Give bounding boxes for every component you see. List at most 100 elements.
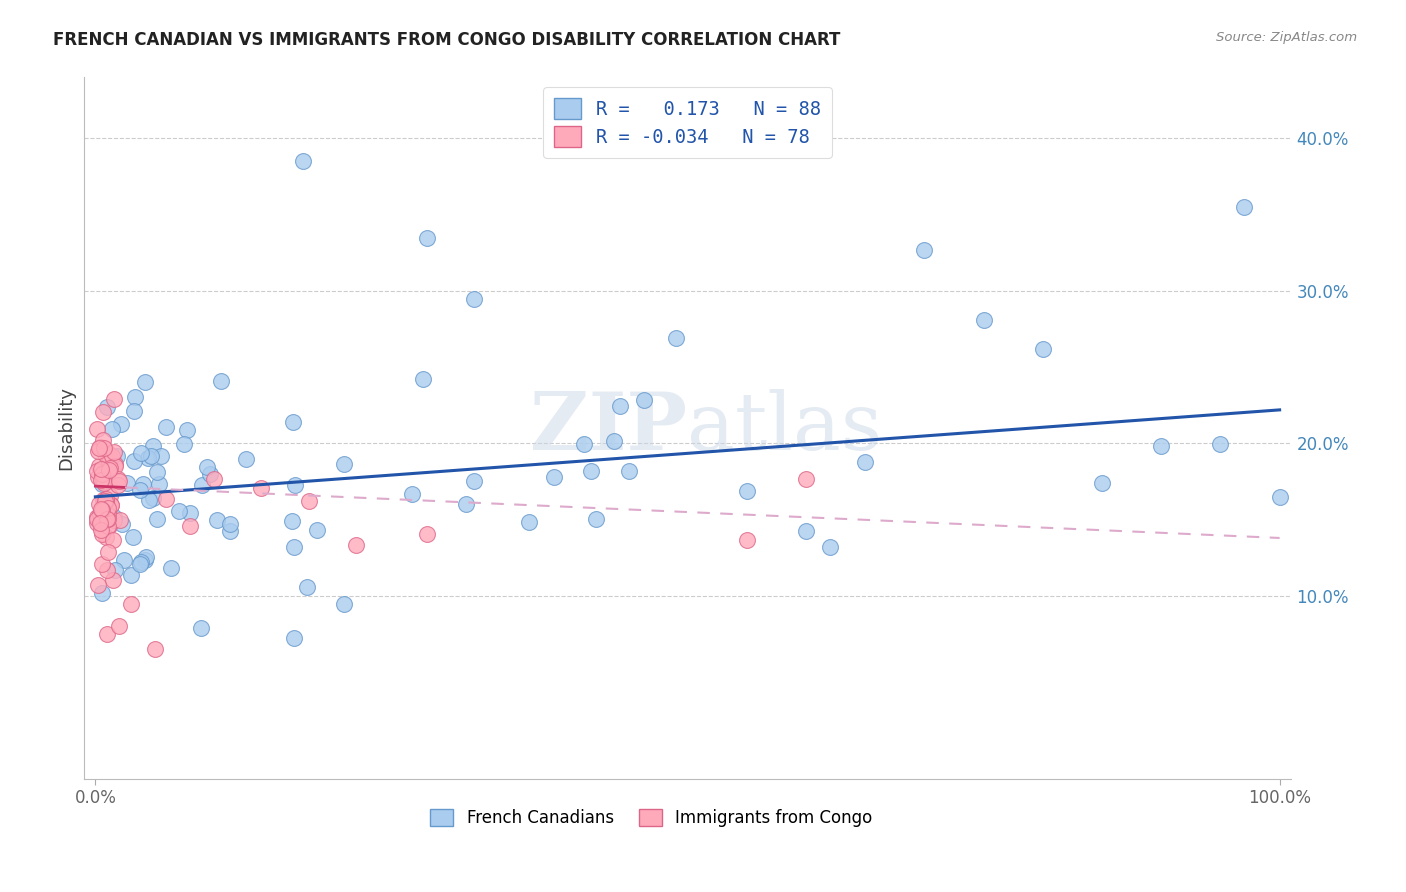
Point — [97, 462, 120, 476]
Point — [91, 502, 114, 516]
Point — [89, 459, 111, 474]
Point — [134, 553, 156, 567]
Legend: French Canadians, Immigrants from Congo: French Canadians, Immigrants from Congo — [423, 802, 879, 834]
Point — [142, 439, 165, 453]
Point — [853, 455, 876, 469]
Point — [219, 524, 242, 538]
Text: FRENCH CANADIAN VS IMMIGRANTS FROM CONGO DISABILITY CORRELATION CHART: FRENCH CANADIAN VS IMMIGRANTS FROM CONGO… — [53, 31, 841, 49]
Point — [89, 441, 111, 455]
Point — [100, 499, 122, 513]
Point — [543, 470, 565, 484]
Point — [91, 405, 114, 419]
Point — [86, 443, 108, 458]
Point — [101, 422, 124, 436]
Point — [122, 404, 145, 418]
Point — [97, 500, 120, 515]
Point — [179, 506, 201, 520]
Point — [97, 545, 120, 559]
Point — [167, 504, 190, 518]
Point — [283, 540, 305, 554]
Point — [155, 420, 177, 434]
Point — [1091, 475, 1114, 490]
Point — [103, 510, 125, 524]
Point — [86, 464, 108, 478]
Point — [96, 494, 118, 508]
Point — [87, 470, 110, 484]
Point — [103, 445, 125, 459]
Y-axis label: Disability: Disability — [58, 386, 75, 470]
Point — [105, 449, 128, 463]
Point — [205, 513, 228, 527]
Point — [735, 484, 758, 499]
Point — [585, 511, 607, 525]
Point — [96, 445, 118, 459]
Point — [794, 524, 817, 538]
Point — [333, 597, 356, 611]
Point — [91, 474, 114, 488]
Point — [973, 312, 995, 326]
Point — [155, 492, 177, 507]
Point — [91, 476, 114, 491]
Point — [209, 374, 232, 388]
Point — [609, 399, 631, 413]
Point — [1233, 200, 1256, 214]
Point — [87, 578, 110, 592]
Point — [94, 491, 117, 506]
Point — [297, 494, 319, 508]
Point — [86, 516, 108, 530]
Point — [463, 292, 485, 306]
Text: ZIP: ZIP — [530, 389, 688, 467]
Point — [574, 437, 596, 451]
Point — [122, 530, 145, 544]
Point — [90, 462, 112, 476]
Point — [1150, 439, 1173, 453]
Text: atlas: atlas — [688, 389, 883, 467]
Point — [91, 467, 114, 481]
Point — [307, 523, 329, 537]
Point — [97, 511, 120, 525]
Point — [1032, 343, 1054, 357]
Point — [128, 483, 150, 497]
Point — [107, 472, 129, 486]
Point — [103, 574, 125, 588]
Point — [344, 538, 367, 552]
Point — [98, 449, 121, 463]
Point — [97, 518, 120, 533]
Point — [93, 494, 115, 508]
Point — [1209, 437, 1232, 451]
Point — [91, 557, 114, 571]
Point — [412, 372, 434, 386]
Point — [89, 516, 111, 531]
Point — [665, 331, 688, 345]
Point — [250, 481, 273, 495]
Point — [90, 504, 112, 518]
Point — [141, 449, 163, 463]
Point — [218, 517, 240, 532]
Point — [89, 497, 111, 511]
Point — [416, 527, 439, 541]
Point — [280, 514, 302, 528]
Point — [89, 440, 111, 454]
Point — [603, 434, 626, 448]
Point — [103, 392, 125, 407]
Point — [202, 472, 225, 486]
Text: Source: ZipAtlas.com: Source: ZipAtlas.com — [1216, 31, 1357, 45]
Point — [94, 530, 117, 544]
Point — [93, 441, 115, 455]
Point — [416, 230, 439, 244]
Point — [131, 555, 153, 569]
Point — [617, 464, 640, 478]
Point — [136, 450, 159, 465]
Point — [195, 459, 218, 474]
Point — [912, 243, 935, 257]
Point — [735, 533, 758, 547]
Point — [93, 476, 115, 491]
Point — [110, 417, 132, 431]
Point — [1268, 490, 1291, 504]
Point — [94, 494, 117, 508]
Point — [120, 567, 142, 582]
Point — [101, 533, 124, 548]
Point — [120, 597, 142, 611]
Point — [103, 513, 125, 527]
Point — [90, 473, 112, 487]
